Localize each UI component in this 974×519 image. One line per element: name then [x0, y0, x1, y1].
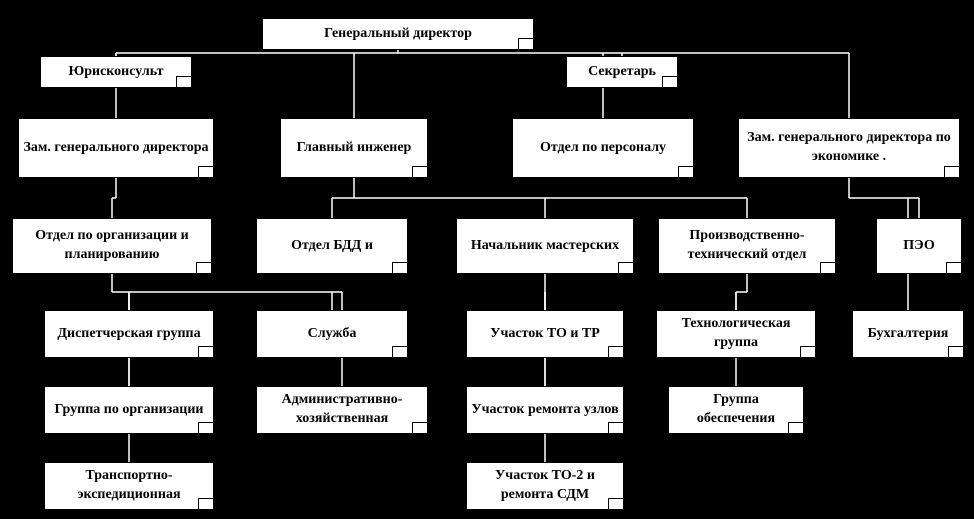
node-supply_group: Группа обеспечения	[668, 386, 804, 434]
node-label: Юрисконсульт	[68, 63, 163, 82]
node-label: Технологическая группа	[661, 315, 811, 353]
node-hr: Отдел по персоналу	[512, 118, 694, 178]
node-label: Зам. генерального директора по экономике…	[743, 129, 955, 167]
node-gen_dir: Генеральный директор	[262, 18, 534, 50]
node-secretary: Секретарь	[566, 56, 678, 88]
node-tech_group: Технологическая группа	[656, 310, 816, 358]
node-label: Участок ТО-2 и ремонта СДМ	[471, 467, 619, 505]
node-label: Отдел по организации и планированию	[17, 227, 207, 265]
node-workshop_head: Начальник мастерских	[456, 218, 634, 274]
node-prod_tech: Производственно-технический отдел	[658, 218, 836, 274]
node-bdd: Отдел БДД и	[256, 218, 408, 274]
node-label: Служба	[308, 325, 357, 344]
node-repair_units: Участок ремонта узлов	[466, 386, 624, 434]
node-label: Отдел БДД и	[291, 237, 373, 256]
node-peo: ПЭО	[876, 218, 962, 274]
node-label: Отдел по персоналу	[540, 139, 666, 158]
node-admin_econ: Административно-хозяйственная	[256, 386, 428, 434]
node-dispatch: Диспетчерская группа	[44, 310, 214, 358]
node-label: Зам. генерального директора	[23, 139, 208, 158]
node-to_tr: Участок ТО и ТР	[466, 310, 624, 358]
node-label: Начальник мастерских	[471, 237, 619, 256]
node-label: Участок ТО и ТР	[490, 325, 600, 344]
node-label: ПЭО	[903, 237, 934, 256]
node-transport_exp: Транспортно-экспедиционная	[44, 462, 214, 510]
node-service: Служба	[256, 310, 408, 358]
node-label: Участок ремонта узлов	[471, 401, 618, 420]
node-chief_eng: Главный инженер	[280, 118, 428, 178]
node-org_group: Группа по организации	[44, 386, 214, 434]
node-label: Производственно-технический отдел	[663, 227, 831, 265]
node-org_plan: Отдел по организации и планированию	[12, 218, 212, 274]
node-label: Диспетчерская группа	[57, 325, 200, 344]
node-dep_gen_econ: Зам. генерального директора по экономике…	[738, 118, 960, 178]
node-to2_sdm: Участок ТО-2 и ремонта СДМ	[466, 462, 624, 510]
node-accounting: Бухгалтерия	[852, 310, 964, 358]
node-label: Группа по организации	[55, 401, 204, 420]
node-dep_gen: Зам. генерального директора	[18, 118, 214, 178]
node-label: Секретарь	[588, 63, 656, 82]
node-label: Бухгалтерия	[868, 325, 949, 344]
org-chart-canvas: Генеральный директор Юрисконсульт Секретар…	[0, 0, 974, 519]
node-label: Группа обеспечения	[673, 391, 799, 429]
node-label: Генеральный директор	[324, 25, 472, 44]
node-label: Главный инженер	[297, 139, 412, 158]
node-label: Транспортно-экспедиционная	[49, 467, 209, 505]
node-label: Административно-хозяйственная	[261, 391, 423, 429]
node-legal: Юрисконсульт	[40, 56, 192, 88]
